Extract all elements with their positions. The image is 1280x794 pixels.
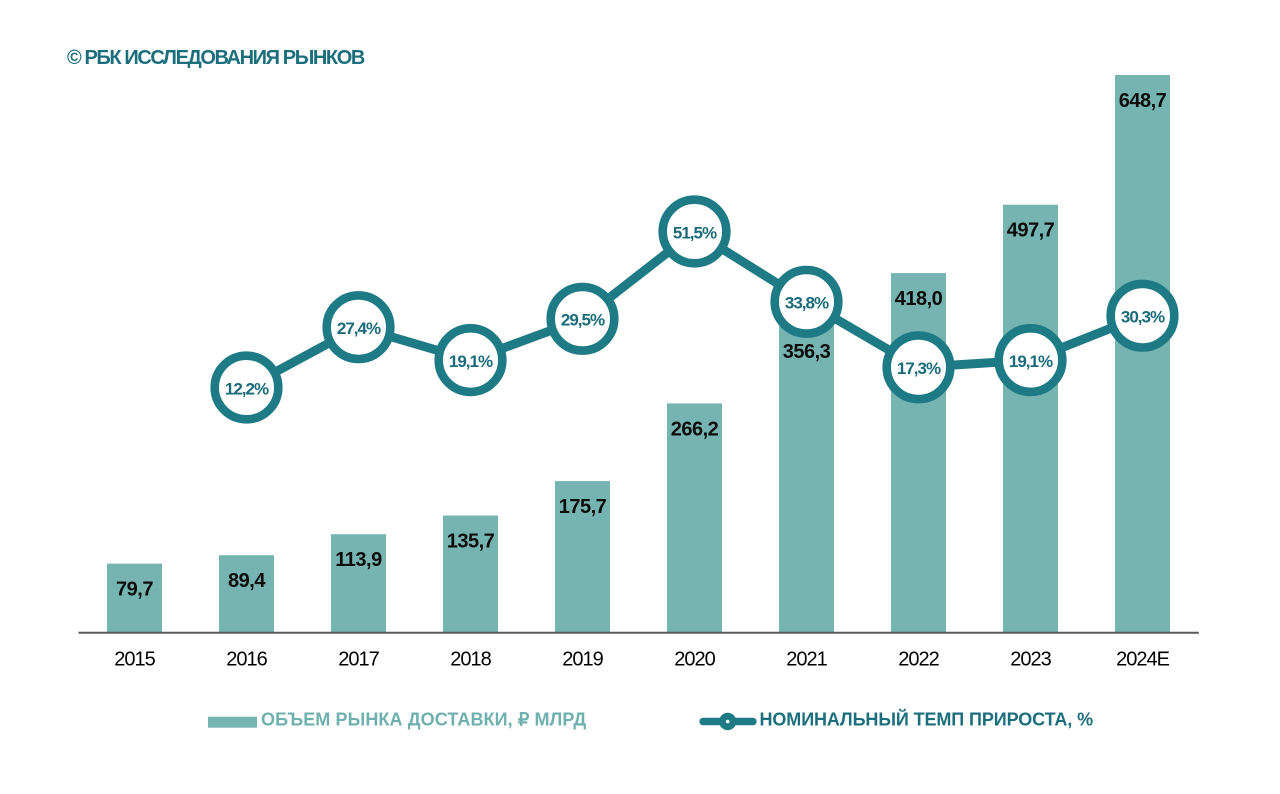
svg-text:2021: 2021: [786, 649, 827, 671]
svg-text:113,9: 113,9: [335, 549, 382, 571]
svg-text:2024E: 2024E: [1116, 649, 1169, 671]
svg-text:89,4: 89,4: [228, 570, 266, 592]
svg-text:497,7: 497,7: [1007, 220, 1055, 242]
svg-text:НОМИНАЛЬНЫЙ ТЕМП ПРИРОСТА, %: НОМИНАЛЬНЫЙ ТЕМП ПРИРОСТА, %: [760, 709, 1094, 730]
svg-text:175,7: 175,7: [559, 496, 607, 518]
svg-text:266,2: 266,2: [671, 418, 719, 440]
svg-text:12,2%: 12,2%: [225, 379, 269, 398]
svg-text:2022: 2022: [898, 649, 939, 671]
svg-text:648,7: 648,7: [1119, 90, 1167, 112]
svg-text:ОБЪЕМ РЫНКА ДОСТАВКИ, ₽ МЛРД: ОБЪЕМ РЫНКА ДОСТАВКИ, ₽ МЛРД: [261, 710, 586, 730]
svg-text:17,3%: 17,3%: [897, 359, 941, 378]
svg-text:19,1%: 19,1%: [449, 352, 493, 371]
svg-text:2020: 2020: [674, 649, 715, 671]
svg-text:2019: 2019: [562, 649, 603, 671]
svg-text:356,3: 356,3: [783, 341, 831, 363]
svg-text:33,8%: 33,8%: [785, 294, 829, 313]
svg-text:51,5%: 51,5%: [673, 223, 717, 242]
svg-text:30,3%: 30,3%: [1121, 308, 1165, 327]
svg-text:19,1%: 19,1%: [1009, 352, 1053, 371]
svg-text:29,5%: 29,5%: [561, 311, 605, 330]
svg-text:2023: 2023: [1010, 649, 1051, 671]
svg-text:418,0: 418,0: [895, 288, 943, 310]
svg-text:2016: 2016: [226, 649, 267, 671]
svg-text:135,7: 135,7: [447, 531, 495, 553]
svg-text:2015: 2015: [114, 649, 155, 671]
svg-text:© РБК ИССЛЕДОВАНИЯ РЫНКОВ: © РБК ИССЛЕДОВАНИЯ РЫНКОВ: [67, 47, 365, 69]
svg-text:79,7: 79,7: [116, 579, 153, 601]
svg-text:2017: 2017: [338, 649, 379, 671]
svg-text:27,4%: 27,4%: [337, 319, 381, 338]
svg-text:2018: 2018: [450, 649, 491, 671]
